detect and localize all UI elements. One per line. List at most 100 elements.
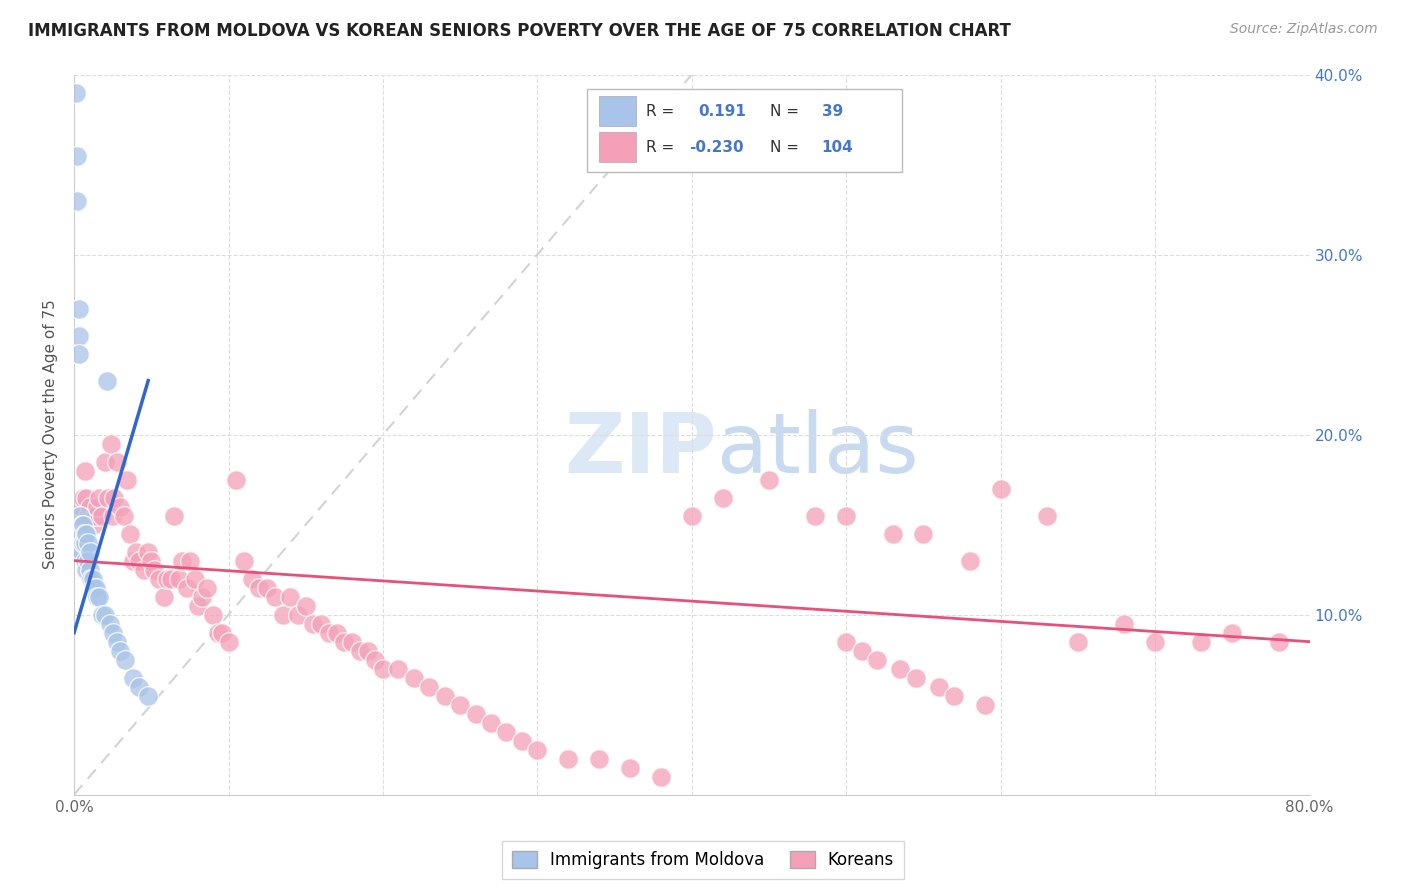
Point (912, 526, 935, 541)
Point (364, 653, 387, 667)
Point (94, 607, 117, 622)
Point (82, 517, 104, 532)
Point (804, 508, 827, 523)
Point (70, 544, 93, 558)
Point (69, 508, 91, 523)
Point (118, 526, 141, 541)
Point (758, 473, 780, 487)
Point (588, 752, 610, 766)
Point (202, 607, 225, 622)
Point (318, 625, 340, 640)
Point (179, 554, 201, 568)
Point (65, 86, 87, 100)
Point (72, 535, 94, 549)
Point (526, 742, 548, 756)
Point (125, 544, 148, 558)
Point (70, 500, 93, 514)
Point (70, 517, 93, 532)
Point (121, 554, 143, 568)
Text: N =: N = (769, 103, 799, 119)
Point (495, 724, 517, 739)
Text: Source: ZipAtlas.com: Source: ZipAtlas.com (1230, 22, 1378, 37)
FancyBboxPatch shape (599, 132, 636, 162)
Point (263, 590, 285, 604)
Point (90, 607, 112, 622)
Point (1220, 625, 1243, 640)
Point (163, 508, 186, 523)
Point (86, 500, 108, 514)
Point (240, 572, 263, 586)
Point (974, 698, 997, 712)
Point (160, 572, 183, 586)
Text: R =: R = (647, 103, 675, 119)
Point (77, 508, 100, 523)
FancyBboxPatch shape (599, 96, 636, 127)
Point (66, 194, 89, 208)
Point (711, 491, 734, 505)
Point (557, 752, 579, 766)
Point (83, 581, 105, 595)
Point (70, 526, 93, 541)
Point (73, 526, 96, 541)
Point (80, 572, 103, 586)
Point (889, 662, 911, 676)
Point (75, 491, 97, 505)
Text: -0.230: -0.230 (689, 140, 744, 154)
Point (510, 733, 533, 747)
Point (835, 508, 858, 523)
Point (959, 554, 981, 568)
Point (77, 535, 100, 549)
Point (136, 689, 159, 703)
Point (302, 616, 325, 631)
FancyBboxPatch shape (586, 89, 901, 172)
Point (73, 535, 96, 549)
Point (105, 634, 128, 648)
Point (278, 590, 301, 604)
Point (183, 572, 205, 586)
Point (172, 554, 194, 568)
Point (148, 572, 170, 586)
Point (225, 473, 247, 487)
Text: ZIP: ZIP (564, 409, 717, 490)
Text: 104: 104 (821, 140, 853, 154)
Point (110, 643, 132, 657)
Point (904, 671, 927, 685)
Point (101, 508, 124, 523)
Point (402, 671, 425, 685)
Point (294, 599, 316, 613)
Text: R =: R = (647, 140, 675, 154)
Point (271, 607, 294, 622)
Point (69, 544, 91, 558)
Point (128, 554, 150, 568)
Point (1114, 616, 1136, 631)
Point (66, 148, 89, 162)
Point (371, 662, 394, 676)
Point (75, 563, 97, 577)
Point (114, 653, 136, 667)
Point (882, 526, 904, 541)
Point (309, 616, 332, 631)
Point (247, 581, 270, 595)
Point (218, 634, 240, 648)
Point (84, 508, 107, 523)
Point (943, 689, 966, 703)
Point (67, 328, 90, 343)
Point (866, 653, 889, 667)
Point (75, 526, 97, 541)
Point (156, 572, 179, 586)
Point (333, 634, 356, 648)
Point (84, 581, 107, 595)
Text: 0.191: 0.191 (697, 103, 745, 119)
Point (325, 625, 347, 640)
Point (98, 616, 121, 631)
Point (152, 590, 174, 604)
Point (928, 680, 950, 694)
Point (1067, 634, 1090, 648)
Point (1267, 634, 1289, 648)
Point (211, 625, 233, 640)
Point (132, 563, 155, 577)
Point (195, 581, 218, 595)
Point (1144, 634, 1167, 648)
Point (136, 544, 159, 558)
Point (105, 455, 128, 469)
